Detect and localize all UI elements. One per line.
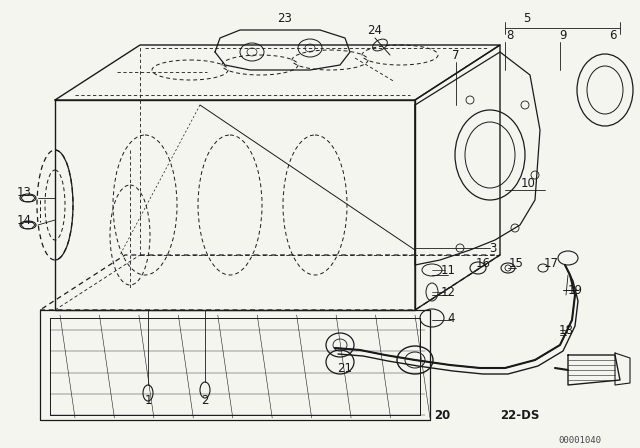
Text: 16: 16 bbox=[476, 257, 490, 270]
Text: 13: 13 bbox=[17, 185, 31, 198]
Polygon shape bbox=[215, 30, 350, 70]
Text: 12: 12 bbox=[440, 285, 456, 298]
Text: 21: 21 bbox=[337, 362, 353, 375]
Text: 22-DS: 22-DS bbox=[500, 409, 540, 422]
Text: 19: 19 bbox=[568, 284, 582, 297]
Polygon shape bbox=[568, 355, 620, 385]
Text: 5: 5 bbox=[524, 12, 531, 25]
Text: 11: 11 bbox=[440, 263, 456, 276]
Text: 14: 14 bbox=[17, 214, 31, 227]
Text: 2: 2 bbox=[201, 393, 209, 406]
Text: 00001040: 00001040 bbox=[559, 435, 602, 444]
Text: 23: 23 bbox=[278, 12, 292, 25]
Text: 7: 7 bbox=[452, 48, 460, 61]
Text: 1: 1 bbox=[144, 393, 152, 406]
Text: 8: 8 bbox=[506, 29, 514, 42]
Text: 6: 6 bbox=[609, 29, 617, 42]
Text: 20: 20 bbox=[434, 409, 450, 422]
Text: 9: 9 bbox=[559, 29, 567, 42]
Text: 17: 17 bbox=[543, 257, 559, 270]
Text: 4: 4 bbox=[447, 311, 455, 324]
Text: 18: 18 bbox=[559, 323, 573, 336]
Text: 3: 3 bbox=[490, 241, 497, 254]
Text: 10: 10 bbox=[520, 177, 536, 190]
Text: 15: 15 bbox=[509, 257, 524, 270]
Text: 24: 24 bbox=[367, 23, 383, 36]
